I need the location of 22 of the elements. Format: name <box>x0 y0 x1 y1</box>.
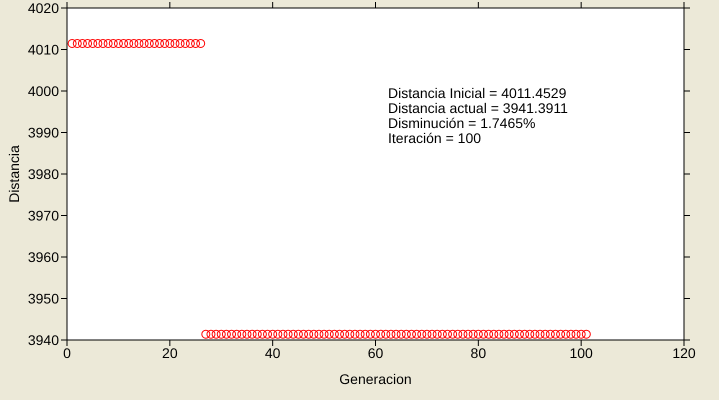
annotation: Distancia actual = 3941.3911 <box>388 100 568 116</box>
x-tick-label: 40 <box>264 344 281 361</box>
x-tick-label: 0 <box>63 344 72 361</box>
x-tick-label: 120 <box>672 344 696 361</box>
y-tick-label: 3960 <box>28 248 60 265</box>
y-tick-label: 3950 <box>28 290 60 306</box>
x-axis-title: Generacion <box>339 371 412 387</box>
y-tick-label: 3990 <box>28 124 60 140</box>
y-tick-label: 3940 <box>28 332 60 348</box>
y-tick-label: 3980 <box>28 166 60 182</box>
y-tick-label: 3970 <box>28 207 60 224</box>
x-tick-label: 100 <box>569 344 594 361</box>
y-axis-title: Distancia <box>6 145 22 203</box>
annotation: Iteración = 100 <box>388 130 482 146</box>
y-tick-label: 4020 <box>28 0 60 16</box>
x-tick-label: 80 <box>470 344 486 361</box>
annotation: Distancia Inicial = 4011.4529 <box>388 85 568 101</box>
y-tick-label: 4010 <box>28 41 60 58</box>
x-tick-label: 60 <box>368 344 384 361</box>
x-tick-label: 20 <box>162 344 178 361</box>
annotation: Disminución = 1.7465% <box>388 115 536 131</box>
y-tick-label: 4000 <box>28 82 60 99</box>
